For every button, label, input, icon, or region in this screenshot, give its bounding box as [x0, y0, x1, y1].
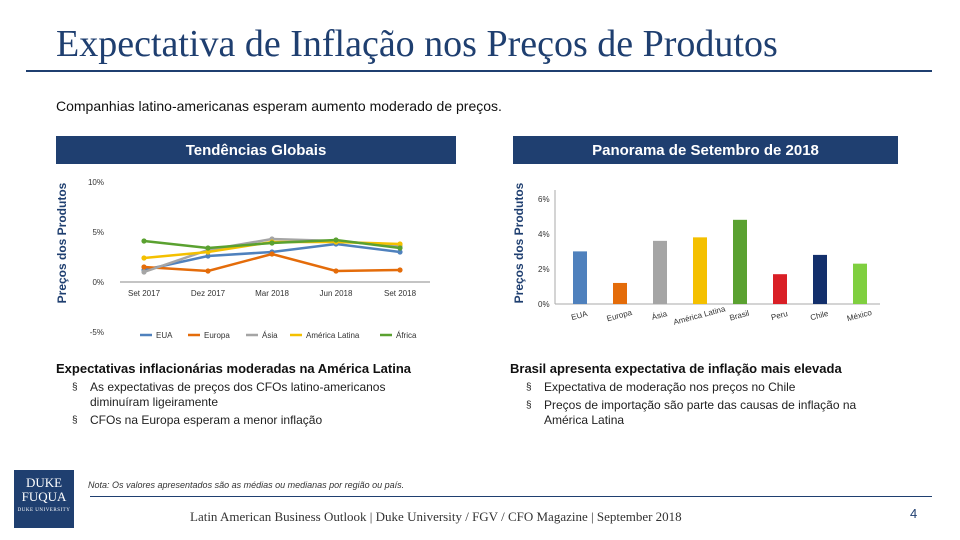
data-point: [333, 268, 339, 274]
bar: [653, 240, 667, 304]
bar: [573, 251, 587, 304]
duke-fuqua-logo: DUKE FUQUA DUKE UNIVERSITY: [14, 470, 74, 528]
bullet-item: § CFOs na Europa esperam a menor inflação: [72, 413, 323, 427]
y-tick-label: 5%: [92, 228, 104, 237]
bullet-marker: §: [526, 382, 532, 393]
data-point: [205, 245, 211, 251]
data-point: [205, 253, 211, 259]
x-tick-label: Set 2018: [384, 289, 417, 298]
page-title: Expectativa de Inflação nos Preços de Pr…: [56, 23, 778, 65]
legend-label: África: [396, 331, 417, 340]
x-tick-label: Jun 2018: [320, 289, 353, 298]
bullet-item: § Preços de importação são parte das caus…: [526, 398, 857, 427]
bar: [773, 274, 787, 304]
right-panel-header: Panorama de Setembro de 2018: [513, 136, 898, 164]
data-point: [205, 249, 211, 255]
y-tick-label: 4%: [538, 230, 550, 239]
data-point: [269, 251, 275, 257]
y-tick-label: -5%: [90, 328, 104, 337]
data-point: [269, 240, 275, 246]
bullet-item: § As expectativas de preços dos CFOs lati…: [72, 380, 386, 409]
footer-text: Latin American Business Outlook | Duke U…: [190, 509, 682, 524]
data-point: [141, 264, 147, 270]
data-point: [205, 268, 211, 274]
data-point: [397, 245, 403, 251]
y-tick-label: 0%: [92, 278, 104, 287]
bar: [613, 282, 627, 304]
category-label: Chile: [809, 309, 829, 323]
data-point: [141, 238, 147, 244]
left-heading: Expectativas inflacionárias moderadas na…: [56, 361, 411, 376]
data-point: [141, 269, 147, 275]
line-chart: 10% 5% 0% -5% Set 2017 Dez 2017 Mar 2018 Jun 20…: [88, 178, 430, 340]
data-point: [397, 267, 403, 273]
bullet-item: § Expectativa de moderação nos preços no …: [526, 380, 796, 394]
data-point: [397, 241, 403, 247]
line-chart-ylabel: Preços dos Produtos: [55, 182, 69, 304]
data-point: [397, 249, 403, 255]
bullet-marker: §: [72, 382, 78, 393]
x-tick-label: Set 2017: [128, 289, 161, 298]
bar: [693, 237, 707, 304]
bullet-marker: §: [526, 400, 532, 411]
left-bullets: § As expectativas de preços dos CFOs lati…: [68, 380, 428, 431]
bar-chart: 6% 4% 2% 0% EUA Europa Ásia América Latina Brasi…: [538, 190, 880, 327]
bullet-marker: §: [72, 415, 78, 426]
y-tick-label: 6%: [538, 195, 550, 204]
x-tick-label: Dez 2017: [191, 289, 226, 298]
bar: [853, 263, 867, 304]
legend-label: EUA: [156, 331, 173, 340]
category-label: América Latina: [672, 304, 726, 327]
legend-label: Europa: [204, 331, 230, 340]
bar: [813, 254, 827, 304]
data-point: [141, 255, 147, 261]
left-panel-header: Tendências Globais: [56, 136, 456, 164]
series-line: [143, 242, 401, 272]
category-label: EUA: [570, 309, 589, 322]
y-tick-label: 2%: [538, 265, 550, 274]
category-label: Ásia: [651, 309, 669, 322]
footnote: Nota: Os valores apresentados são as méd…: [88, 480, 405, 490]
category-label: Peru: [770, 309, 789, 322]
legend-label: Ásia: [262, 331, 278, 340]
y-tick-label: 10%: [88, 178, 104, 187]
page-number: 4: [910, 506, 918, 521]
category-label: Brasil: [729, 309, 751, 323]
bar: [733, 219, 747, 304]
category-label: Europa: [606, 308, 634, 324]
footer-divider: [90, 496, 932, 497]
category-label: México: [846, 308, 873, 323]
legend-label: América Latina: [306, 331, 360, 340]
right-heading: Brasil apresenta expectativa de inflação…: [510, 361, 842, 376]
x-tick-label: Mar 2018: [255, 289, 289, 298]
right-bullets: § Expectativa de moderação nos preços no …: [522, 380, 892, 431]
title-divider: [26, 70, 932, 72]
subtitle: Companhias latino-americanas esperam aum…: [56, 98, 502, 114]
y-tick-label: 0%: [538, 300, 550, 309]
data-point: [333, 237, 339, 243]
